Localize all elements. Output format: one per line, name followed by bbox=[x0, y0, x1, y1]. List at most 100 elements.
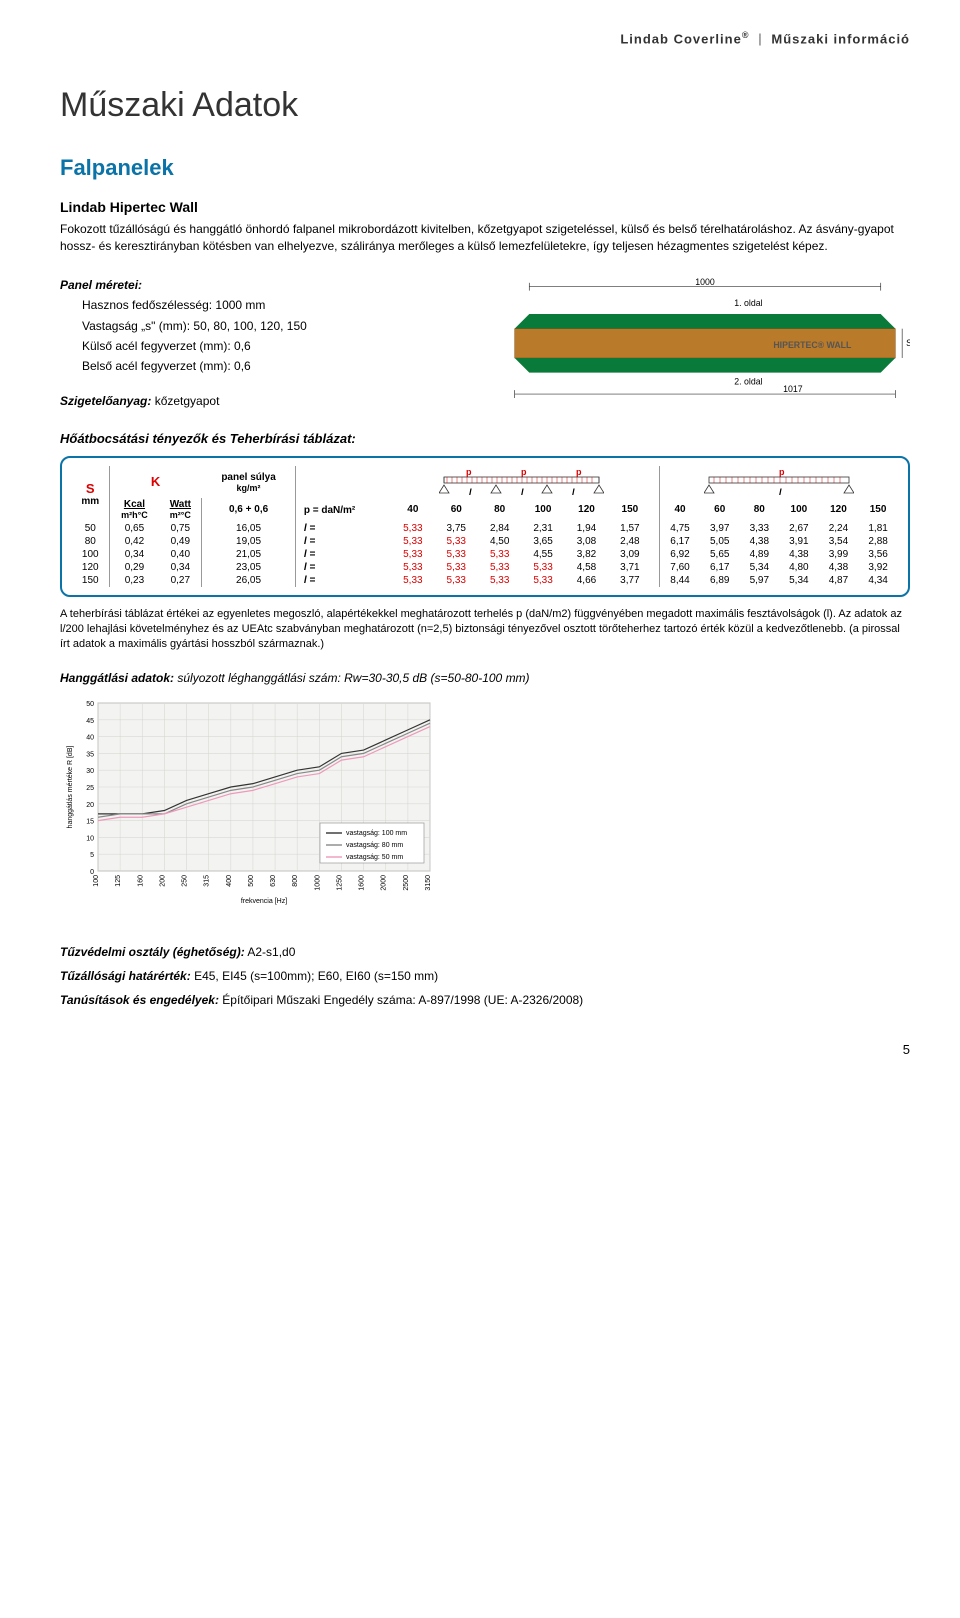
table-cell: 5,33 bbox=[435, 574, 478, 587]
table-cell: 4,89 bbox=[740, 548, 780, 561]
table-cell: 4,75 bbox=[660, 522, 700, 535]
svg-text:p: p bbox=[521, 467, 527, 477]
svg-text:p: p bbox=[576, 467, 582, 477]
spec-line: Külső acél fegyverzet (mm): 0,6 bbox=[82, 336, 470, 356]
spec-line: Hasznos fedőszélesség: 1000 mm bbox=[82, 295, 470, 315]
table-cell: 1,57 bbox=[608, 522, 651, 535]
table-row: 500,650,7516,05l =5,333,752,842,311,941,… bbox=[72, 522, 898, 535]
two-column-layout: Panel méretei: Hasznos fedőszélesség: 10… bbox=[60, 275, 910, 417]
svg-text:vastagság: 80 mm: vastagság: 80 mm bbox=[346, 842, 403, 849]
table-cell: 4,55 bbox=[521, 548, 564, 561]
svg-text:frekvencia [Hz]: frekvencia [Hz] bbox=[241, 898, 287, 905]
svg-text:50: 50 bbox=[86, 701, 94, 708]
svg-text:500: 500 bbox=[248, 875, 255, 887]
panel-svg: 1000 1. oldal HIPERTEC® WALL S 2. oldal … bbox=[500, 275, 910, 412]
page-header: Lindab Coverline® | Műszaki információ bbox=[60, 30, 910, 46]
c1: 150 bbox=[608, 498, 651, 522]
table-cell: 4,58 bbox=[565, 561, 608, 574]
table-cell: 120 bbox=[72, 561, 109, 574]
table-cell: 0,75 bbox=[159, 522, 201, 535]
table-cell bbox=[652, 574, 660, 587]
watt-u: m²°C bbox=[170, 510, 191, 520]
table-cell: l = bbox=[295, 548, 391, 561]
table-cell: 0,40 bbox=[159, 548, 201, 561]
load-table: Smm K panel súlyakg/m²0,6 + 0,6 p = daN/… bbox=[72, 466, 898, 587]
sound-chart-svg: 0510152025303540455010012516020025031540… bbox=[60, 695, 440, 905]
svg-text:1600: 1600 bbox=[359, 875, 366, 891]
footer-block: Tűzvédelmi osztály (éghetőség): A2-s1,d0… bbox=[60, 940, 910, 1012]
c2: 150 bbox=[858, 498, 898, 522]
table-cell: 19,05 bbox=[202, 535, 296, 548]
tuzh-val: E45, EI45 (s=100mm); E60, EI60 (s=150 mm… bbox=[194, 969, 438, 983]
table-cell: 5,33 bbox=[391, 548, 434, 561]
table-cell: 26,05 bbox=[202, 574, 296, 587]
table-cell: 80 bbox=[72, 535, 109, 548]
table-cell: 4,38 bbox=[740, 535, 780, 548]
table-row: 1500,230,2726,05l =5,335,335,335,334,663… bbox=[72, 574, 898, 587]
svg-text:l: l bbox=[521, 487, 524, 497]
hanggat-heading: Hanggátlási adatok: súlyozott léghanggát… bbox=[60, 671, 910, 685]
load-diagram-3span-icon: p p p l l l bbox=[439, 467, 604, 497]
c1: 120 bbox=[565, 498, 608, 522]
table-cell: 2,67 bbox=[779, 522, 819, 535]
table-cell: l = bbox=[295, 535, 391, 548]
svg-text:1250: 1250 bbox=[336, 875, 343, 891]
brand-name: Lindab Coverline bbox=[620, 31, 741, 46]
load-diagram-1span-icon: p l bbox=[704, 467, 854, 497]
table-cell: l = bbox=[295, 574, 391, 587]
table-cell: 5,33 bbox=[391, 535, 434, 548]
table-cell: l = bbox=[295, 522, 391, 535]
table-cell: 3,99 bbox=[819, 548, 859, 561]
svg-text:30: 30 bbox=[86, 768, 94, 775]
table-cell: 5,97 bbox=[740, 574, 780, 587]
panel-diagram: 1000 1. oldal HIPERTEC® WALL S 2. oldal … bbox=[500, 275, 910, 417]
table-cell: 5,33 bbox=[521, 561, 564, 574]
side2: 2. oldal bbox=[734, 376, 762, 386]
svg-text:5: 5 bbox=[90, 852, 94, 859]
table-cell: 3,54 bbox=[819, 535, 859, 548]
watt: Watt bbox=[170, 499, 191, 510]
table-cell: 0,42 bbox=[109, 535, 159, 548]
table-cell: 2,48 bbox=[608, 535, 651, 548]
s-label: S bbox=[906, 338, 910, 348]
table-cell: 0,27 bbox=[159, 574, 201, 587]
c2: 80 bbox=[740, 498, 780, 522]
table-cell: 2,84 bbox=[478, 522, 521, 535]
table-row: 1200,290,3423,05l =5,335,335,335,334,583… bbox=[72, 561, 898, 574]
svg-text:45: 45 bbox=[86, 718, 94, 725]
table-cell: 1,81 bbox=[858, 522, 898, 535]
table-cell: 4,66 bbox=[565, 574, 608, 587]
tan-label: Tanúsítások és engedélyek: bbox=[60, 993, 219, 1007]
szig-val: kőzetgyapot bbox=[155, 394, 220, 408]
pdan: p = daN/m² bbox=[304, 505, 355, 516]
table-cell: 3,77 bbox=[608, 574, 651, 587]
table-cell: 4,38 bbox=[819, 561, 859, 574]
table-cell: 3,09 bbox=[608, 548, 651, 561]
svg-text:630: 630 bbox=[270, 875, 277, 887]
svg-text:0: 0 bbox=[90, 869, 94, 876]
table-cell: 3,75 bbox=[435, 522, 478, 535]
sound-chart: 0510152025303540455010012516020025031540… bbox=[60, 695, 910, 910]
table-cell: 5,33 bbox=[478, 574, 521, 587]
table-cell bbox=[652, 561, 660, 574]
header-section: Műszaki információ bbox=[771, 31, 910, 46]
table-cell: 5,65 bbox=[700, 548, 740, 561]
K-hd: K bbox=[151, 474, 160, 489]
tuzh-label: Tűzállósági határérték: bbox=[60, 969, 191, 983]
table-cell: 3,92 bbox=[858, 561, 898, 574]
table-legend: A teherbírási táblázat értékei az egyenl… bbox=[60, 607, 910, 653]
table-cell: 3,82 bbox=[565, 548, 608, 561]
svg-text:hanggátlás mértéke R [dB]: hanggátlás mértéke R [dB] bbox=[67, 745, 74, 828]
table-cell: 5,33 bbox=[435, 561, 478, 574]
subtitle: Falpanelek bbox=[60, 155, 910, 181]
table-cell: 3,56 bbox=[858, 548, 898, 561]
table-cell: 1,94 bbox=[565, 522, 608, 535]
S-hd: S bbox=[86, 481, 95, 496]
svg-text:l: l bbox=[779, 487, 782, 497]
table-cell: 4,87 bbox=[819, 574, 859, 587]
svg-text:100: 100 bbox=[93, 875, 100, 887]
mm-hd: mm bbox=[81, 496, 99, 507]
page-title: Műszaki Adatok bbox=[60, 86, 910, 125]
table-cell: 3,08 bbox=[565, 535, 608, 548]
kcal-u: m²h°C bbox=[121, 510, 148, 520]
